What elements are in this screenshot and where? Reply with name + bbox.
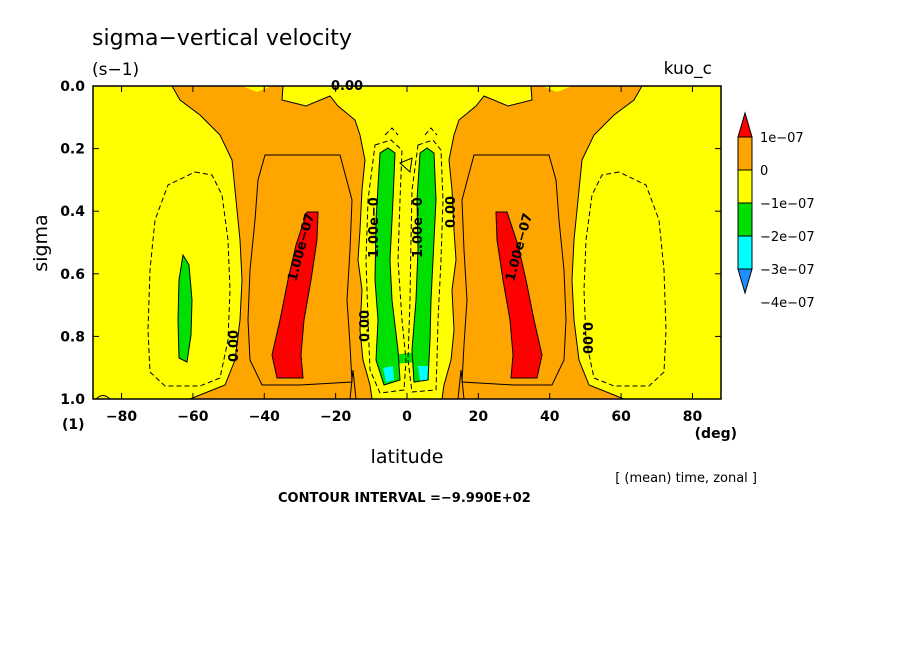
green-minimum-highlat — [178, 255, 192, 362]
colorbar-swatch — [737, 268, 753, 295]
contour-label: 1.00e−0 — [411, 197, 426, 258]
x-tick-label: 20 — [469, 409, 489, 425]
y-tick-label: 0.6 — [60, 267, 85, 283]
x-tick-label: −60 — [177, 409, 208, 425]
y-axis-label: sigma — [30, 214, 52, 271]
chart-title: sigma−vertical velocity — [92, 26, 352, 51]
colorbar-swatch — [737, 169, 753, 204]
y-tick-label: 1.0 — [60, 392, 85, 408]
contour-lines — [95, 86, 643, 399]
positive-region-south — [172, 86, 372, 399]
red-maximum-south — [272, 212, 318, 378]
y-tick-label: 0.0 — [60, 79, 85, 95]
contour-label: 0.00 — [579, 322, 594, 354]
colorbar-label: 0 — [760, 164, 768, 179]
dashed-contours — [147, 127, 667, 394]
green-minimum-south — [375, 148, 400, 385]
colorbar-label: 1e−07 — [760, 131, 804, 146]
contour-label: 0.00 — [331, 79, 363, 94]
cyan-spot-2 — [418, 366, 429, 381]
red-maximum-north — [496, 212, 542, 378]
y-tick-label: 0.2 — [60, 142, 85, 158]
contour-label: 0.00 — [444, 196, 459, 228]
colorbar-label: −4e−07 — [760, 296, 815, 311]
dataset-name: kuo_c — [664, 59, 712, 79]
x-tick-label: −20 — [320, 409, 351, 425]
y-axis-ticks: 0.0 0.2 0.4 0.6 0.8 1.0 — [60, 79, 721, 408]
field-background — [93, 86, 721, 399]
colorbar-swatch — [737, 136, 753, 171]
x-axis-unit: (deg) — [695, 426, 737, 442]
contour-interval-note: CONTOUR INTERVAL =−9.990E+02 — [278, 491, 531, 506]
colorbar-swatch — [737, 202, 753, 237]
contour-label: 0.00 — [227, 330, 242, 362]
chart-units: (s−1) — [92, 60, 139, 80]
contour-label: 0.00 — [358, 310, 373, 342]
colorbar-swatch — [737, 111, 753, 138]
x-tick-label: −40 — [249, 409, 280, 425]
y-tick-label: 0.8 — [60, 329, 85, 345]
colorbar-swatch — [737, 235, 753, 270]
colorbar: 1e−07 0 −1e−07 −2e−07 −3e−07 −4e−07 — [737, 111, 815, 311]
x-tick-label: 80 — [683, 409, 703, 425]
positive-region-north — [442, 86, 642, 399]
contour-label: 1.00e−0 — [367, 197, 382, 258]
plot-area — [93, 86, 721, 399]
y-tick-label: 0.4 — [60, 204, 85, 220]
x-axis-ticks: −80 −60 −40 −20 0 20 40 60 80 — [106, 86, 703, 425]
colorbar-label: −3e−07 — [760, 263, 815, 278]
cyan-spot-1 — [383, 366, 394, 382]
x-tick-label: 60 — [611, 409, 631, 425]
y-axis-unit: (1) — [62, 417, 85, 433]
colorbar-label: −1e−07 — [760, 197, 815, 212]
x-tick-label: 0 — [402, 409, 412, 425]
x-tick-label: 40 — [540, 409, 560, 425]
x-axis-label: latitude — [371, 446, 444, 468]
averaging-note: [ (mean) time, zonal ] — [615, 471, 757, 486]
colorbar-label: −2e−07 — [760, 230, 815, 245]
x-tick-label: −80 — [106, 409, 137, 425]
